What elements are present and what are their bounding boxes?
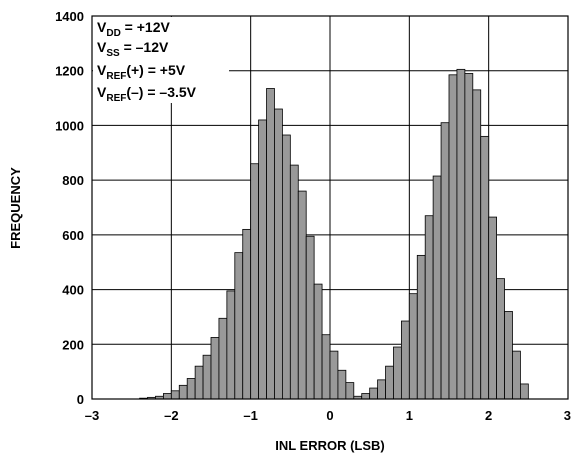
histogram-bar bbox=[480, 135, 490, 400]
histogram-bar bbox=[274, 108, 283, 400]
histogram-bar bbox=[289, 164, 299, 400]
x-tick-label: 1 bbox=[406, 408, 413, 423]
histogram-bar bbox=[266, 88, 275, 400]
y-tick-label: 1400 bbox=[55, 9, 84, 24]
histogram-bar bbox=[218, 317, 228, 400]
histogram-bar bbox=[440, 122, 450, 400]
annotation-backing bbox=[93, 17, 229, 103]
histogram-bar bbox=[234, 252, 244, 400]
x-axis-label: INL ERROR (LSB) bbox=[275, 438, 385, 453]
histogram-bar bbox=[400, 320, 410, 400]
y-tick-label: 1000 bbox=[55, 118, 84, 133]
histogram-bar bbox=[424, 215, 434, 400]
x-tick-label: –3 bbox=[85, 408, 99, 423]
y-tick-label: 400 bbox=[62, 283, 84, 298]
bar-series bbox=[139, 68, 529, 400]
histogram-bar bbox=[345, 382, 355, 400]
histogram-bar bbox=[258, 119, 267, 400]
histogram-bar bbox=[464, 73, 474, 400]
x-tick-label: 0 bbox=[326, 408, 333, 423]
histogram-bar bbox=[210, 337, 220, 400]
histogram-bar bbox=[178, 384, 188, 400]
histogram-bar bbox=[297, 190, 307, 400]
histogram-bar bbox=[305, 235, 315, 400]
histogram-bar bbox=[385, 365, 394, 400]
histogram-bar bbox=[520, 383, 529, 400]
x-tick-labels: –3 –2 –1 0 1 2 3 bbox=[85, 408, 571, 423]
x-tick-label: 2 bbox=[485, 408, 492, 423]
histogram-bar bbox=[456, 68, 466, 400]
histogram-bar bbox=[186, 378, 196, 400]
histogram-bar bbox=[250, 163, 260, 400]
y-tick-label: 800 bbox=[62, 173, 84, 188]
histogram-bar bbox=[416, 254, 426, 400]
histogram-bar bbox=[226, 290, 236, 400]
histogram-bar bbox=[162, 393, 172, 400]
y-tick-label: 1200 bbox=[55, 64, 84, 79]
histogram-bar bbox=[512, 350, 521, 400]
histogram-bar bbox=[194, 365, 204, 400]
histogram-bar bbox=[337, 369, 347, 400]
histogram-bar bbox=[329, 350, 339, 400]
histogram-bar bbox=[242, 228, 252, 400]
histogram-bar bbox=[496, 278, 505, 400]
histogram-bar bbox=[361, 393, 371, 400]
histogram-bar bbox=[321, 334, 331, 400]
histogram-bar bbox=[472, 89, 482, 400]
histogram-bar bbox=[281, 134, 291, 400]
histogram-bar bbox=[377, 379, 386, 400]
x-tick-label: –2 bbox=[164, 408, 178, 423]
y-tick-labels: 0 200 400 600 800 1000 1200 1400 bbox=[55, 9, 84, 407]
y-tick-label: 200 bbox=[62, 337, 84, 352]
histogram-bar bbox=[432, 175, 442, 400]
histogram-bar bbox=[488, 216, 497, 400]
histogram-bar bbox=[448, 74, 458, 400]
y-axis-label: FREQUENCY bbox=[8, 167, 23, 249]
y-tick-label: 600 bbox=[62, 228, 84, 243]
histogram-bar bbox=[313, 283, 323, 400]
histogram-bar bbox=[202, 354, 212, 400]
x-tick-label: 3 bbox=[564, 408, 571, 423]
x-tick-label: –1 bbox=[243, 408, 257, 423]
annotation-vss: VSS = –12V bbox=[97, 39, 169, 59]
histogram-bar bbox=[393, 346, 402, 400]
annotation-vref-neg: VREF(–) = –3.5V bbox=[97, 84, 197, 104]
histogram-bar bbox=[504, 311, 513, 400]
annotation-vref-pos: VREF(+) = +5V bbox=[97, 62, 186, 82]
y-tick-label: 0 bbox=[77, 392, 84, 407]
histogram-bar bbox=[369, 387, 378, 400]
histogram-bar bbox=[170, 390, 180, 400]
plot-frame bbox=[91, 15, 569, 400]
histogram-bar bbox=[408, 293, 418, 400]
annotation-vdd: VDD = +12V bbox=[97, 19, 171, 39]
